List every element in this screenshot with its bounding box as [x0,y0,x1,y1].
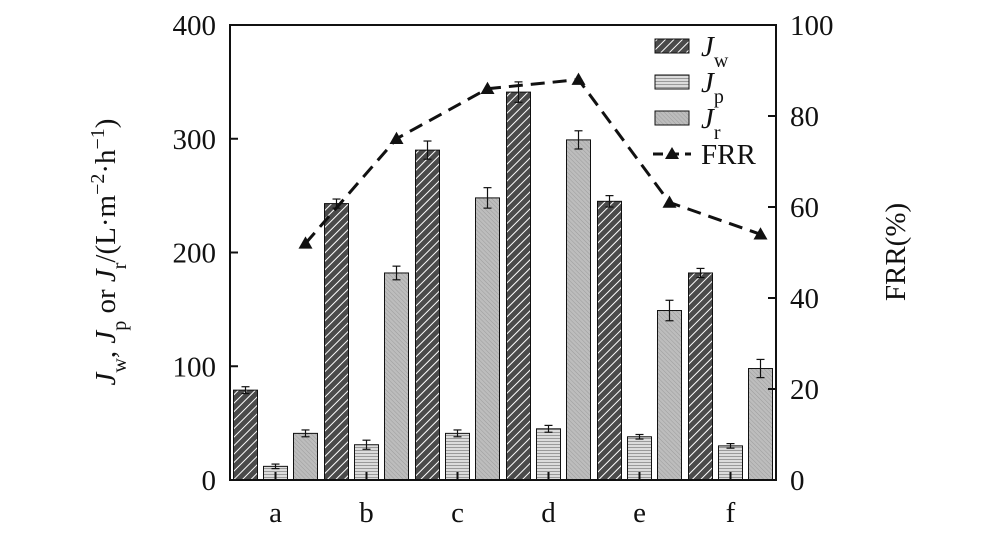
right-tick-label: 40 [790,283,819,315]
bar-jw-f [688,272,713,481]
left-axis-title-part: J [90,268,122,282]
left-axis-title-part: −2 [87,174,109,195]
legend-label-main: J [701,67,715,99]
left-axis-title-part: or [90,282,122,321]
left-axis-title-part: , [90,344,122,359]
legend-label-main: FRR [701,139,756,171]
frr-marker-e [662,195,677,208]
bar-jr-f [748,368,773,481]
legend-label-sub: p [714,86,724,108]
x-tick-label: f [726,497,736,529]
left-axis-title-part: ) [90,119,122,129]
left-axis-title-part: /(L·m [90,194,122,262]
left-tick-label: 300 [173,124,217,156]
errorbars-layer [241,81,765,470]
x-tick-label: b [359,497,374,529]
legend-label: FRR [701,139,756,171]
frr-line-layer [298,72,768,249]
bar-jw-c [415,149,440,481]
frr-marker-d [571,72,586,85]
bars-layer [233,91,773,481]
legend-label: Jw [701,31,729,72]
right-tick-label: 0 [790,465,805,497]
left-tick-label: 0 [202,465,217,497]
legend-marker-frr [665,147,679,159]
bar-jw-b [324,203,349,481]
bar-jr-a [293,432,318,481]
left-tick-label: 200 [173,238,217,270]
right-tick-label: 60 [790,192,819,224]
left-axis-title-part: −1 [87,128,109,149]
right-axis: 0 20 40 60 80 100 [768,10,834,497]
right-tick-label: 80 [790,101,819,133]
legend-label-sub: w [714,50,729,72]
legend-label-main: J [701,103,715,135]
bar-jp-d [536,428,561,481]
frr-line [304,78,761,245]
legend-label: Jr [701,103,721,144]
legend-label-main: J [701,31,715,63]
bar-jr-b [384,272,409,481]
left-axis-title-part: J [90,330,122,344]
left-tick-label: 100 [173,351,217,383]
right-axis-title: FRR(%) [880,203,912,301]
frr-marker-f [753,227,768,240]
frr-marker-c [480,81,495,94]
x-axis: a b c d e f [269,472,736,529]
legend-swatch-jr [654,110,690,126]
bar-jw-e [597,200,622,481]
left-axis-title-part: J [90,371,122,385]
frr-marker-b [389,131,404,144]
left-axis-title: Jw, Jp or Jr/(L·m−2·h−1) [87,119,131,386]
left-axis-title-part: r [109,262,131,269]
x-tick-label: a [269,497,282,529]
left-tick-label: 400 [173,10,217,42]
right-tick-label: 100 [790,10,834,42]
legend-label-sub: r [714,122,721,144]
x-tick-label: c [451,497,464,529]
frr-marker-a [298,236,313,249]
x-tick-label: d [541,497,556,529]
x-tick-label: e [633,497,646,529]
bar-jr-e [657,310,682,481]
left-axis-title-part: ·h [90,149,122,174]
left-axis-title-part: w [109,358,131,373]
left-axis: 0 100 200 300 400 [173,10,238,497]
bar-jw-a [233,389,258,481]
right-tick-label: 20 [790,374,819,406]
legend-label: Jp [701,67,724,108]
legend-swatch-jp [654,74,690,90]
bar-jw-d [506,91,531,481]
bar-jr-c [475,197,500,481]
legend-swatch-jw [654,38,690,54]
bar-jr-d [566,139,591,481]
left-axis-title-part: p [109,321,131,331]
